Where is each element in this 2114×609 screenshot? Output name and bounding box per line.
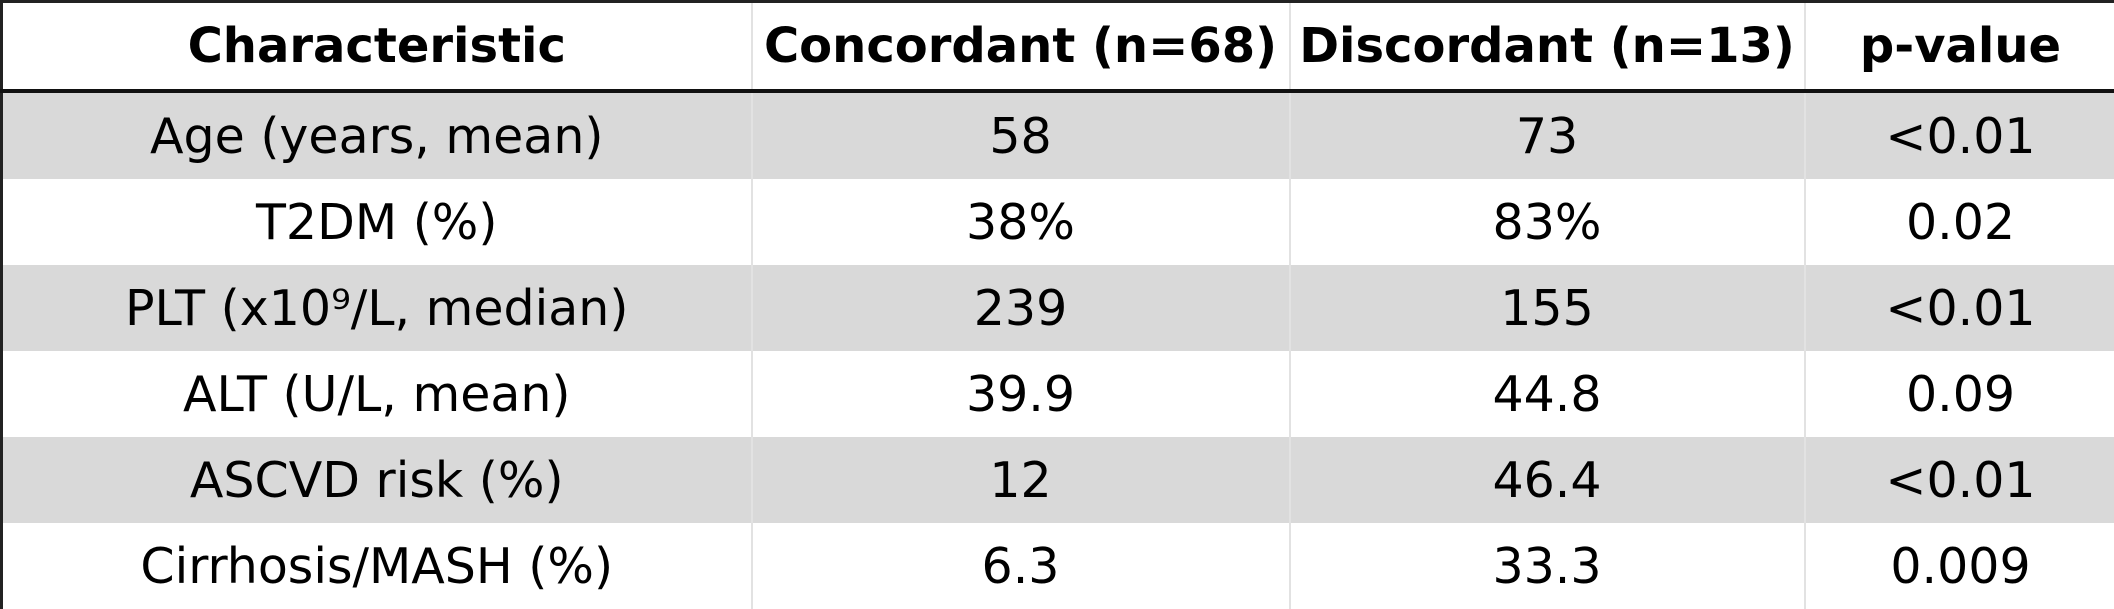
table-cell: 58 bbox=[752, 91, 1290, 179]
table-cell: 33.3 bbox=[1290, 523, 1805, 609]
table-cell: <0.01 bbox=[1805, 91, 2114, 179]
row-label: Cirrhosis/MASH (%) bbox=[2, 523, 752, 609]
table-cell: 0.009 bbox=[1805, 523, 2114, 609]
table-row: T2DM (%)38%83%0.02 bbox=[2, 179, 2114, 265]
header-cell: p-value bbox=[1805, 2, 2114, 92]
table-cell: 6.3 bbox=[752, 523, 1290, 609]
table-cell: 12 bbox=[752, 437, 1290, 523]
table-cell: 83% bbox=[1290, 179, 1805, 265]
header-cell: Discordant (n=13) bbox=[1290, 2, 1805, 92]
table-cell: 155 bbox=[1290, 265, 1805, 351]
table-cell: 46.4 bbox=[1290, 437, 1805, 523]
row-label: ASCVD risk (%) bbox=[2, 437, 752, 523]
header-cell: Concordant (n=68) bbox=[752, 2, 1290, 92]
table-cell: 0.02 bbox=[1805, 179, 2114, 265]
table-cell: 39.9 bbox=[752, 351, 1290, 437]
row-label: T2DM (%) bbox=[2, 179, 752, 265]
table-cell: 44.8 bbox=[1290, 351, 1805, 437]
table-cell: 0.09 bbox=[1805, 351, 2114, 437]
table-cell: 239 bbox=[752, 265, 1290, 351]
table-cell: 73 bbox=[1290, 91, 1805, 179]
header-cell: Characteristic bbox=[2, 2, 752, 92]
row-label: PLT (x10⁹/L, median) bbox=[2, 265, 752, 351]
table-cell: <0.01 bbox=[1805, 265, 2114, 351]
table-cell: <0.01 bbox=[1805, 437, 2114, 523]
row-label: ALT (U/L, mean) bbox=[2, 351, 752, 437]
table-cell: 38% bbox=[752, 179, 1290, 265]
row-label: Age (years, mean) bbox=[2, 91, 752, 179]
